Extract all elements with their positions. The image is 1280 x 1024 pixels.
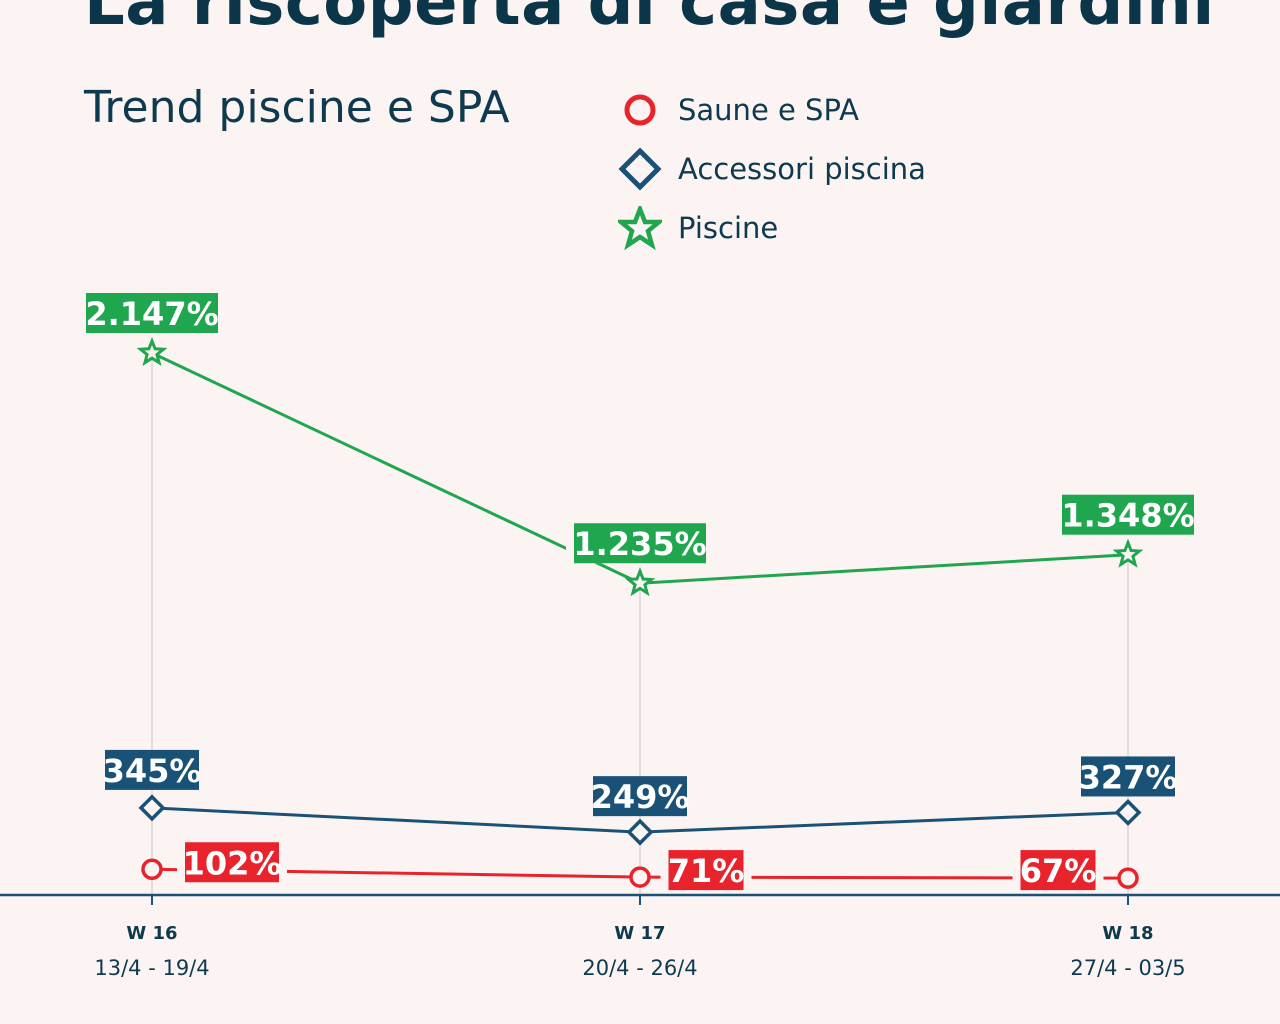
- star-marker: [624, 567, 656, 597]
- diamond-marker: [626, 818, 654, 846]
- data-label-saune-e-spa: 67%: [1020, 852, 1097, 890]
- data-label-piscine: 1.348%: [1061, 497, 1194, 535]
- legend-label: Saune e SPA: [678, 92, 859, 127]
- data-label-box: [593, 776, 687, 817]
- circle-marker: [1117, 867, 1139, 889]
- x-tick-label-week: W 16: [126, 923, 177, 944]
- legend-item-accessori-piscina: Accessori piscina: [618, 139, 926, 198]
- data-label-box: [105, 749, 199, 790]
- legend-label: Accessori piscina: [678, 151, 926, 186]
- data-label-box: [1020, 850, 1096, 891]
- data-label-box: [1081, 756, 1175, 797]
- x-tick-label-date: 13/4 - 19/4: [94, 956, 209, 980]
- star-icon: [618, 205, 662, 250]
- circle-marker: [141, 858, 163, 881]
- data-label-accessori-piscina: 327%: [1079, 758, 1178, 796]
- page-title: La riscoperta di casa e giardini: [84, 0, 1215, 40]
- data-label-box: [668, 850, 744, 891]
- x-tick-label-date: 27/4 - 03/5: [1070, 956, 1185, 980]
- star-marker: [1112, 538, 1144, 568]
- star-marker: [136, 336, 168, 367]
- chart-legend: Saune e SPA Accessori piscina Piscine: [618, 80, 926, 257]
- circle-marker: [629, 866, 651, 888]
- diamond-marker: [138, 794, 166, 822]
- data-label-box: [1062, 494, 1194, 535]
- x-tick-label-date: 20/4 - 26/4: [582, 956, 697, 980]
- data-label-box: [86, 293, 218, 333]
- data-label-box: [574, 523, 706, 564]
- data-label-piscine: 2.147%: [85, 295, 218, 333]
- x-tick-label-week: W 18: [1102, 923, 1153, 944]
- data-label-saune-e-spa: 71%: [668, 852, 745, 890]
- data-label-piscine: 1.235%: [573, 525, 706, 563]
- chart-subtitle: Trend piscine e SPA: [84, 82, 510, 133]
- data-label-accessori-piscina: 345%: [103, 752, 202, 790]
- legend-item-piscine: Piscine: [618, 198, 926, 257]
- x-tick-label-week: W 17: [614, 923, 665, 944]
- legend-label: Piscine: [678, 210, 779, 245]
- circle-icon: [624, 94, 656, 125]
- data-label-box: [185, 842, 279, 883]
- data-label-accessori-piscina: 249%: [591, 778, 690, 816]
- diamond-icon: [618, 146, 662, 191]
- diamond-marker: [1114, 798, 1142, 826]
- legend-item-saune-spa: Saune e SPA: [618, 80, 926, 139]
- data-label-saune-e-spa: 102%: [183, 844, 282, 882]
